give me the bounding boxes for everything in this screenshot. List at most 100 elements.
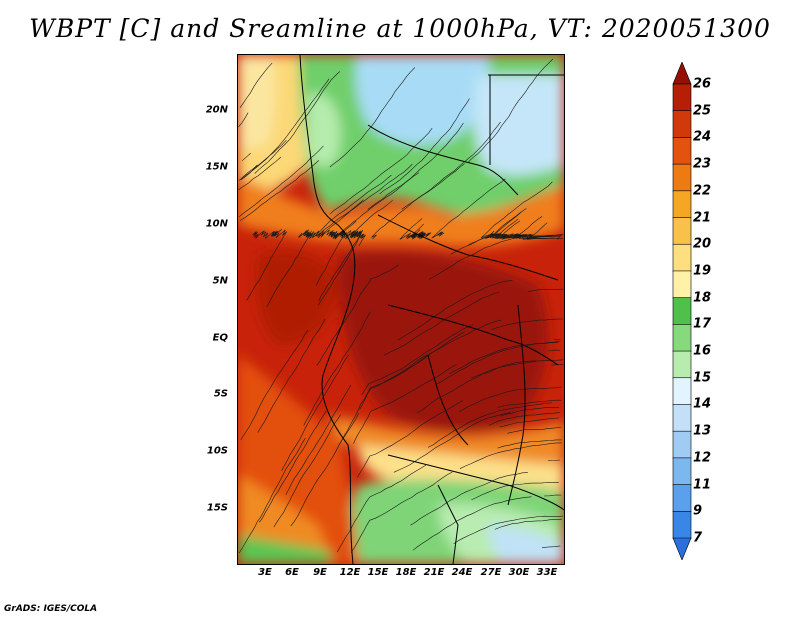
streamline (238, 437, 306, 554)
colorbar-label: 22 (693, 183, 712, 199)
streamline (238, 156, 282, 191)
streamline (238, 145, 324, 218)
streamline (329, 67, 416, 168)
streamline (399, 218, 425, 240)
streamline (316, 163, 413, 239)
colorbar-label: 9 (693, 503, 703, 519)
lat-label-10n: 10N (205, 218, 228, 230)
colorbar-label: 14 (693, 396, 712, 412)
lat-label-5s: 5S (213, 388, 228, 400)
streamline (240, 329, 309, 441)
streamline (239, 160, 319, 221)
streamline (281, 354, 349, 471)
colorbar-swatch (672, 430, 692, 459)
colorbar-label: 15 (693, 370, 712, 386)
colorbar-swatch (672, 297, 692, 326)
colorbar-swatch (672, 484, 692, 513)
lat-label-20n: 20N (205, 104, 228, 116)
lat-label-eq: EQ (212, 332, 228, 344)
lon-label-6e: 6E (285, 567, 299, 578)
lon-label-24e: 24E (451, 567, 473, 578)
credit-text: GrADS: IGES/COLA (4, 604, 98, 614)
streamline (290, 413, 359, 527)
streamline (359, 331, 465, 410)
streamline (397, 280, 513, 341)
streamline (497, 399, 562, 408)
streamline (239, 62, 273, 108)
colorbar-swatch (672, 190, 692, 219)
streamline (416, 361, 537, 414)
streamline (471, 482, 559, 501)
lat-label-10s: 10S (206, 445, 228, 457)
lon-label-18e: 18E (395, 567, 417, 578)
streamline (259, 410, 327, 523)
lat-label-5n: 5N (212, 275, 228, 287)
streamline (427, 402, 552, 448)
streamline (257, 318, 326, 433)
colorbar-label: 26 (693, 76, 712, 92)
streamline (541, 545, 561, 548)
colorbar-label: 18 (693, 290, 712, 306)
streamline (500, 406, 560, 417)
streamline (435, 342, 558, 385)
streamline (453, 515, 563, 544)
colorbar-swatch (672, 457, 692, 486)
lon-label-27e: 27E (480, 567, 502, 578)
colorbar-label: 12 (693, 450, 712, 466)
streamline (543, 494, 562, 497)
streamline (480, 181, 553, 239)
colorbar-label: 24 (693, 129, 712, 145)
colorbar-label: 16 (693, 343, 712, 359)
colorbar-swatch (672, 510, 692, 539)
streamline (361, 324, 474, 396)
lon-label-12e: 12E (339, 567, 361, 578)
streamline (527, 288, 564, 293)
streamline (353, 364, 457, 444)
colorbar-swatch (672, 270, 692, 299)
streamline (266, 229, 312, 308)
streamline (431, 178, 506, 239)
streamline (246, 229, 287, 301)
lat-label-15n: 15N (205, 161, 228, 173)
streamline (458, 386, 562, 412)
colorbar-label: 7 (693, 530, 703, 546)
streamline (240, 139, 287, 181)
streamline (273, 414, 341, 528)
streamline (386, 319, 502, 381)
lon-label-30e: 30E (508, 567, 530, 578)
streamline (367, 122, 464, 210)
streamline (497, 439, 562, 449)
colorbar-label: 21 (693, 210, 712, 226)
streamline (548, 349, 561, 352)
streamline (357, 400, 464, 478)
colorbar-label: 25 (693, 103, 712, 119)
lat-label-15s: 15S (206, 502, 228, 514)
streamline (548, 459, 560, 461)
colorbar-label: 19 (693, 263, 712, 279)
colorbar (672, 62, 692, 560)
colorbar-swatch (672, 217, 692, 246)
colorbar-swatch (672, 404, 692, 432)
streamline (318, 220, 357, 239)
lon-label-15e: 15E (367, 567, 389, 578)
streamlines (238, 58, 564, 554)
streamline (318, 229, 364, 301)
colorbar-swatch (672, 110, 692, 139)
map-panel (237, 54, 565, 565)
colorbar-label: 17 (693, 316, 712, 332)
streamline (254, 71, 340, 174)
streamline (316, 264, 399, 366)
streamline (393, 411, 512, 473)
streamline (494, 518, 563, 530)
lon-label-33e: 33E (536, 567, 558, 578)
streamline (488, 412, 560, 426)
colorbar-swatch (672, 324, 692, 352)
country-borders (299, 55, 564, 564)
streamline (410, 472, 528, 526)
colorbar-label: 23 (693, 156, 712, 172)
colorbar-label: 13 (693, 423, 712, 439)
colorbar-label: 20 (693, 236, 712, 252)
colorbar-label: 11 (693, 477, 712, 493)
colorbar-swatch (672, 243, 692, 272)
streamline (499, 417, 560, 428)
